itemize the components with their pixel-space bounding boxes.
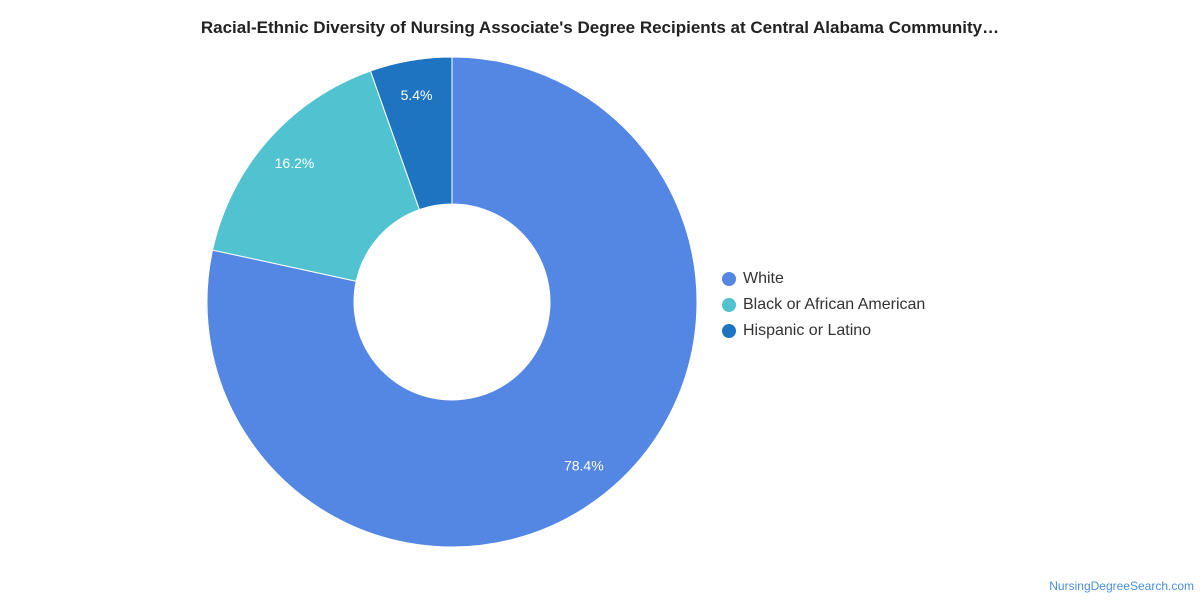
legend-item-black-or-african-american[interactable]: Black or African American [722, 292, 925, 318]
legend-label: Black or African American [743, 296, 926, 313]
slice-label-black-or-african-american: 16.2% [275, 155, 315, 171]
legend-swatch-icon [722, 324, 736, 338]
legend-swatch-icon [722, 298, 736, 312]
legend-item-hispanic-or-latino[interactable]: Hispanic or Latino [722, 318, 925, 344]
legend-label: White [743, 270, 784, 287]
legend-item-white[interactable]: White [722, 266, 925, 292]
source-link[interactable]: NursingDegreeSearch.com [1049, 579, 1194, 593]
legend-label: Hispanic or Latino [743, 322, 872, 339]
slice-label-hispanic-or-latino: 5.4% [401, 87, 433, 103]
chart-legend: White Black or African American Hispanic o… [722, 266, 925, 344]
slice-black-or-african-american[interactable] [211, 70, 421, 282]
slice-hispanic-or-latino[interactable] [369, 56, 453, 211]
legend-swatch-icon [722, 272, 736, 286]
chart-title: Racial-Ethnic Diversity of Nursing Assoc… [200, 18, 1000, 37]
slice-label-white: 78.4% [564, 457, 604, 473]
slice-white[interactable] [206, 56, 698, 548]
